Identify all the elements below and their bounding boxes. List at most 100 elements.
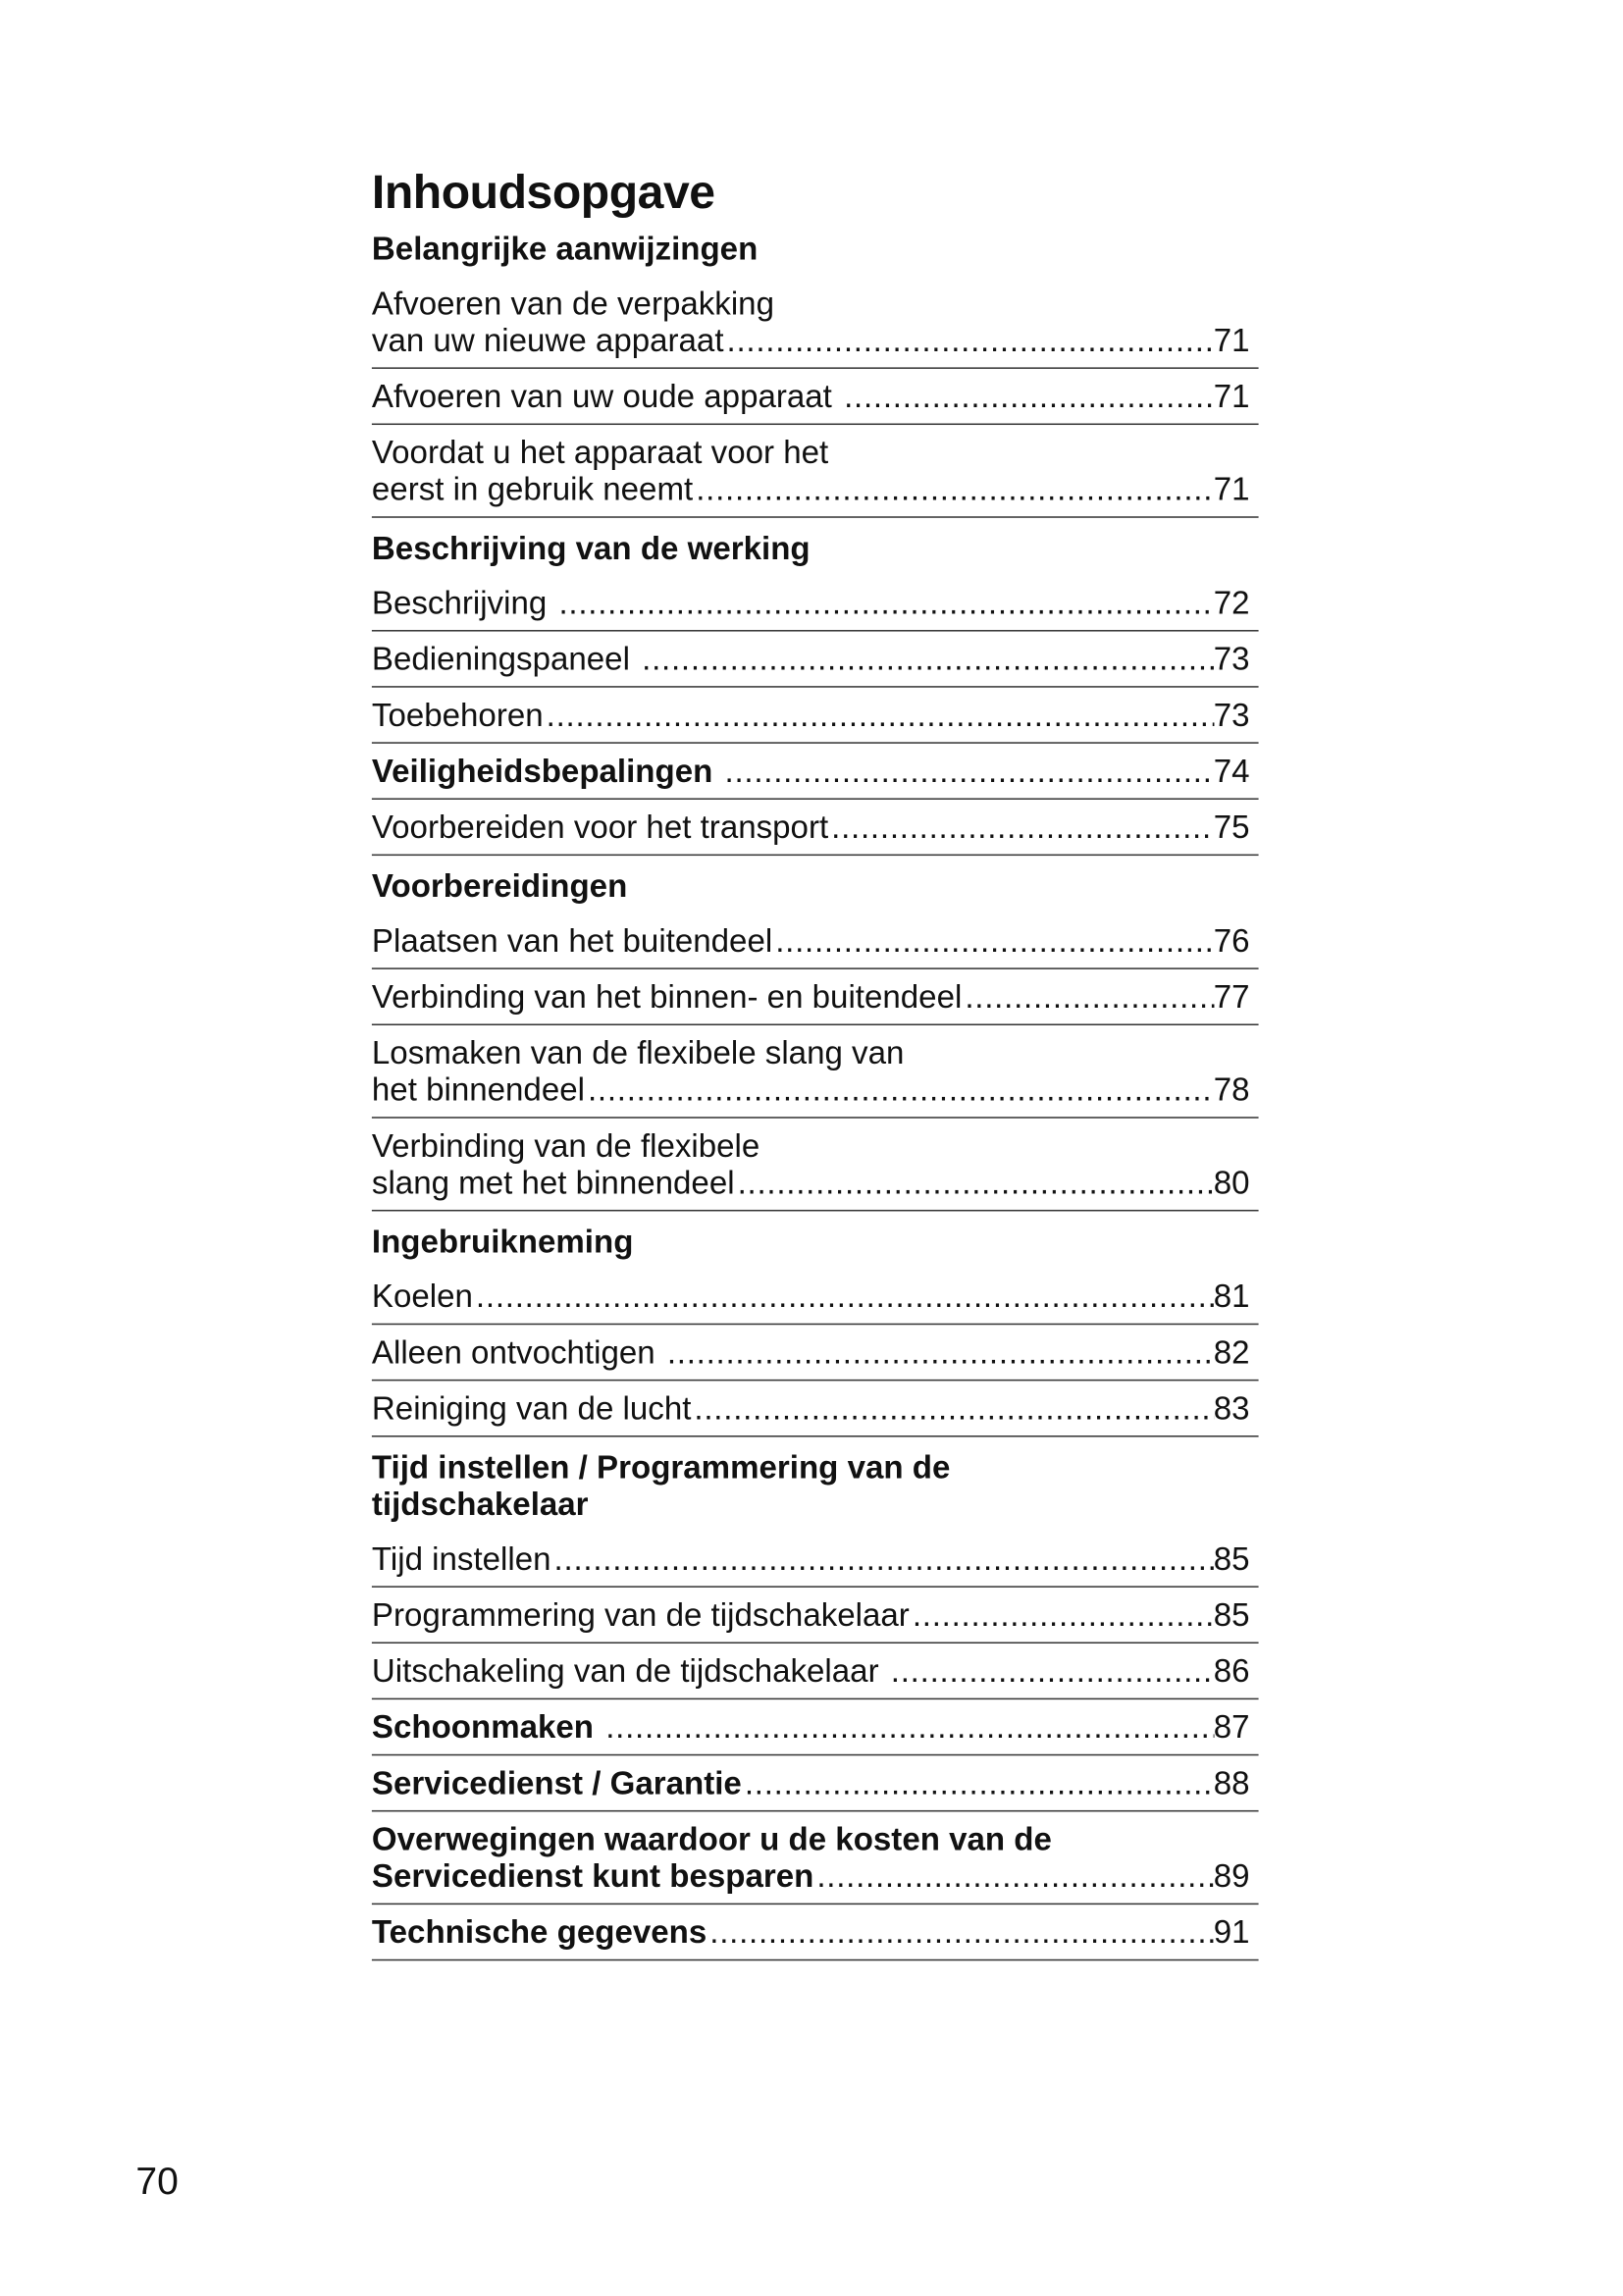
dot-leader: ........................................… [724, 752, 1214, 790]
toc-entry[interactable]: Programmering van de tijdschakelaar.....… [371, 1588, 1259, 1644]
entry-page-number: 72 [1213, 584, 1250, 622]
entry-label: Tijd instellen [371, 1539, 551, 1578]
entry-last-line: van uw nieuwe apparaat..................… [372, 322, 1250, 359]
entry-page-number: 80 [1213, 1164, 1250, 1201]
entry-page-number: 81 [1213, 1278, 1250, 1315]
dot-leader: ........................................… [642, 640, 1214, 678]
entry-last-line: slang met het binnendeel................… [372, 1164, 1250, 1201]
toc-entry[interactable]: Voordat u het apparaat voor het eerst in … [371, 425, 1259, 518]
dot-leader: ........................................… [890, 1652, 1214, 1690]
entry-page-number: 85 [1213, 1595, 1250, 1634]
toc-entry[interactable]: Servicedienst / Garantie................… [371, 1755, 1259, 1812]
entry-last-line: Servicedienst kunt besparen.............… [372, 1857, 1250, 1895]
entry-last-line: Koelen..................................… [372, 1278, 1250, 1315]
toc-entry[interactable]: Plaatsen van het buitendeel.............… [371, 913, 1259, 969]
entry-label: Plaatsen van het buitendeel [371, 921, 773, 960]
entry-label: Servicedienst / Garantie [371, 1764, 742, 1801]
toc-entry[interactable]: Afvoeren van uw oude apparaat ..........… [371, 369, 1259, 426]
entry-last-line: Programmering van de tijdschakelaar.....… [372, 1596, 1250, 1634]
toc-entry[interactable]: Technische gegevens.....................… [371, 1905, 1259, 1961]
toc-entry[interactable]: Koelen..................................… [371, 1269, 1259, 1326]
entry-label: van uw nieuwe apparaat [371, 321, 724, 359]
entry-label: Programmering van de tijdschakelaar [371, 1595, 910, 1634]
entry-label: Bedieningspaneel [371, 640, 640, 678]
toc-entry[interactable]: Bedieningspaneel .......................… [371, 632, 1259, 688]
entry-label: Technische gegevens [371, 1913, 707, 1951]
heading-line: Ingebruikneming [371, 1223, 634, 1261]
entry-last-line: Bedieningspaneel .......................… [372, 641, 1250, 678]
toc-entry[interactable]: Reiniging van de lucht..................… [371, 1381, 1259, 1437]
toc-section-heading: Belangrijke aanwijzingen [372, 231, 1259, 277]
entry-label: Alleen ontvochtigen [371, 1333, 664, 1371]
toc-entry[interactable]: Toebehoren..............................… [371, 688, 1259, 744]
entry-label: eerst in gebruik neemt [371, 470, 694, 508]
entry-last-line: Beschrijving ...........................… [372, 584, 1250, 621]
entry-label: Uitschakeling van de tijdschakelaar [371, 1652, 888, 1690]
entry-last-line: Veiligheidsbepalingen ..................… [372, 753, 1250, 790]
toc-entry[interactable]: Uitschakeling van de tijdschakelaar ....… [371, 1644, 1259, 1700]
entry-last-line: Plaatsen van het buitendeel.............… [372, 922, 1250, 960]
entry-page-number: 78 [1213, 1070, 1250, 1109]
entry-label: Schoonmaken [371, 1708, 603, 1746]
entry-label: Beschrijving [371, 584, 556, 622]
toc-list: Belangrijke aanwijzingen Afvoeren van de … [371, 231, 1259, 1961]
entry-page-number: 74 [1213, 752, 1250, 790]
page-number: 70 [135, 2158, 179, 2203]
entry-page-number: 73 [1213, 640, 1250, 678]
entry-last-line: Schoonmaken ............................… [372, 1708, 1250, 1746]
toc-entry[interactable]: Afvoeren van de verpakking van uw nieuwe … [371, 276, 1259, 369]
entry-page-number: 73 [1213, 696, 1250, 734]
entry-last-line: het binnendeel..........................… [372, 1071, 1250, 1109]
toc-entry[interactable]: Voorbereiden voor het transport.........… [371, 800, 1259, 857]
entry-label: slang met het binnendeel [371, 1164, 735, 1201]
dot-leader: ........................................… [831, 808, 1214, 846]
toc-entry[interactable]: Alleen ontvochtigen ....................… [371, 1325, 1259, 1382]
entry-page-number: 76 [1213, 921, 1250, 960]
toc-entry[interactable]: Schoonmaken ............................… [371, 1699, 1259, 1756]
dot-leader: ........................................… [775, 921, 1214, 960]
entry-last-line: eerst in gebruik neemt..................… [372, 471, 1250, 508]
toc-section-heading: Beschrijving van de werking [372, 518, 1259, 576]
dot-leader: ........................................… [558, 584, 1213, 622]
entry-page-number: 75 [1213, 808, 1250, 846]
toc-entry[interactable]: Beschrijving ...........................… [371, 575, 1259, 632]
toc-entry[interactable]: Overwegingen waardoor u de kosten van de… [371, 1811, 1259, 1905]
dot-leader: ........................................… [546, 696, 1214, 734]
entry-label-line: Verbinding van de flexibele [371, 1126, 760, 1165]
heading-line: Belangrijke aanwijzingen [371, 230, 759, 268]
dot-leader: ........................................… [666, 1333, 1214, 1371]
entry-last-line: Tijd instellen..........................… [372, 1540, 1250, 1578]
toc-entry[interactable]: Tijd instellen..........................… [371, 1532, 1259, 1588]
dot-leader: ........................................… [694, 1389, 1213, 1427]
entry-last-line: Alleen ontvochtigen ....................… [372, 1333, 1250, 1371]
toc-entry[interactable]: Verbinding van de flexibele slang met het… [371, 1119, 1259, 1212]
dot-leader: ........................................… [475, 1278, 1214, 1315]
entry-label-line: Afvoeren van de verpakking [371, 285, 774, 322]
entry-last-line: Technische gegevens.....................… [372, 1913, 1250, 1951]
heading-line: Voorbereidingen [371, 867, 628, 905]
entry-page-number: 88 [1213, 1764, 1250, 1801]
toc-entry[interactable]: Veiligheidsbepalingen ..................… [371, 744, 1259, 800]
dot-leader: ........................................… [737, 1164, 1214, 1201]
dot-leader: ........................................… [844, 377, 1214, 415]
entry-label-line: Voordat u het apparaat voor het [371, 434, 829, 471]
dot-leader: ........................................… [726, 321, 1214, 359]
heading-line: Beschrijving van de werking [371, 529, 811, 567]
entry-label: Servicedienst kunt besparen [371, 1857, 814, 1895]
entry-label-line: Losmaken van de flexibele slang van [371, 1034, 905, 1071]
entry-last-line: Servicedienst / Garantie................… [372, 1764, 1250, 1801]
entry-last-line: Reiniging van de lucht..................… [372, 1389, 1250, 1427]
heading-line: Tijd instellen / Programmering van de [371, 1448, 951, 1487]
heading-line: tijdschakelaar [371, 1486, 589, 1523]
entry-label: Veiligheidsbepalingen [371, 752, 722, 790]
entry-label-line: Overwegingen waardoor u de kosten van de [371, 1820, 1052, 1858]
toc-entry[interactable]: Losmaken van de flexibele slang van het b… [371, 1025, 1259, 1119]
entry-page-number: 89 [1213, 1857, 1250, 1895]
entry-page-number: 87 [1213, 1708, 1250, 1746]
entry-page-number: 83 [1213, 1389, 1250, 1427]
entry-page-number: 86 [1213, 1652, 1250, 1690]
toc-entry[interactable]: Verbinding van het binnen- en buitendeel… [371, 969, 1259, 1026]
entry-last-line: Verbinding van het binnen- en buitendeel… [372, 978, 1250, 1016]
entry-label: Afvoeren van uw oude apparaat [371, 377, 842, 415]
